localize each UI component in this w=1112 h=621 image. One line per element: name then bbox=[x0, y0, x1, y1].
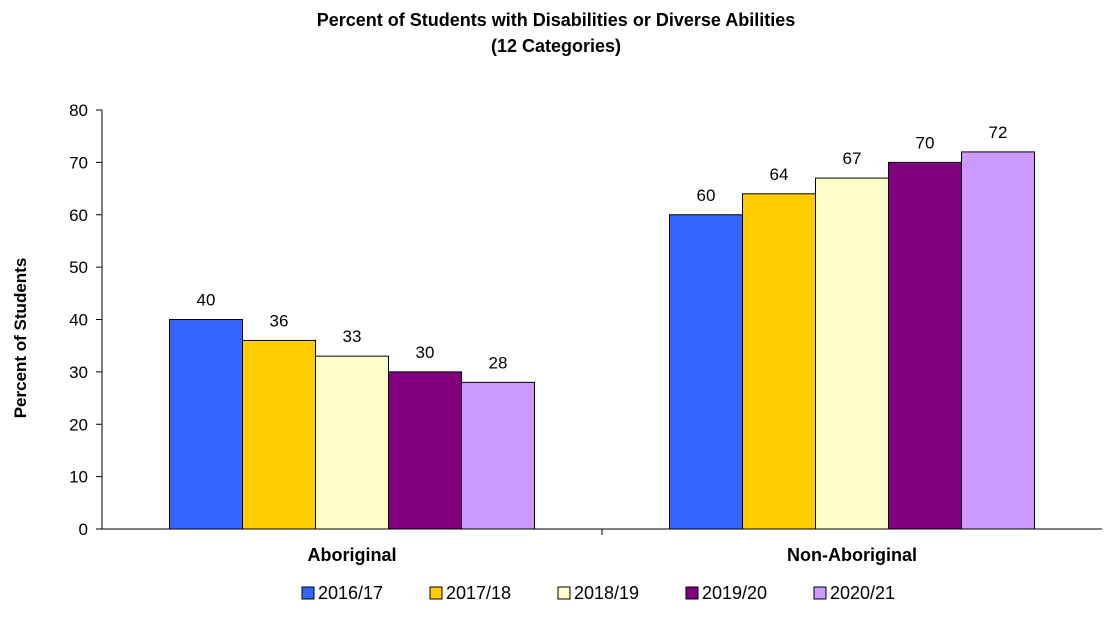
x-category-label: Non-Aboriginal bbox=[787, 545, 917, 565]
data-label: 64 bbox=[770, 165, 789, 184]
data-label: 36 bbox=[270, 311, 289, 330]
legend-swatch bbox=[429, 586, 443, 600]
y-tick-label: 80 bbox=[69, 101, 88, 120]
y-tick-label: 30 bbox=[69, 363, 88, 382]
y-tick-label: 70 bbox=[69, 153, 88, 172]
bar bbox=[461, 381, 535, 530]
bar bbox=[742, 193, 816, 530]
legend-swatch bbox=[557, 586, 571, 600]
bar bbox=[242, 339, 316, 530]
bar bbox=[315, 355, 389, 530]
legend-swatch bbox=[685, 586, 699, 600]
y-tick-label: 10 bbox=[69, 468, 88, 487]
legend-label: 2018/19 bbox=[574, 583, 639, 603]
y-tick-label: 60 bbox=[69, 206, 88, 225]
bar bbox=[388, 371, 462, 530]
legend-label: 2019/20 bbox=[702, 583, 767, 603]
bar bbox=[169, 319, 243, 530]
legend-label: 2017/18 bbox=[446, 583, 511, 603]
y-tick-label: 0 bbox=[79, 520, 88, 539]
y-tick-label: 20 bbox=[69, 415, 88, 434]
data-label: 33 bbox=[343, 327, 362, 346]
bar bbox=[815, 177, 889, 530]
bar bbox=[961, 151, 1035, 530]
data-label: 72 bbox=[989, 123, 1008, 142]
data-label: 40 bbox=[197, 291, 216, 310]
bar bbox=[888, 161, 962, 530]
legend-label: 2020/21 bbox=[830, 583, 895, 603]
bars: 40 36 33 30 28 60 64 67 70 72 bbox=[169, 123, 1035, 530]
x-category-label: Aboriginal bbox=[308, 545, 397, 565]
data-label: 28 bbox=[489, 353, 508, 372]
axes: 0 10 20 30 40 50 60 70 80 Aboriginal Non-Aborigina… bbox=[69, 101, 1102, 565]
bar bbox=[669, 214, 743, 530]
y-axis-label: Percent of Students bbox=[11, 258, 30, 419]
chart-subtitle: (12 Categories) bbox=[491, 36, 621, 56]
legend-swatch bbox=[813, 586, 827, 600]
data-label: 30 bbox=[416, 343, 435, 362]
data-label: 70 bbox=[916, 133, 935, 152]
data-label: 67 bbox=[843, 149, 862, 168]
legend: 2016/17 2017/18 2018/19 2019/20 2020/21 bbox=[301, 583, 895, 603]
y-tick-label: 40 bbox=[69, 311, 88, 330]
chart-title: Percent of Students with Disabilities or… bbox=[317, 10, 795, 30]
data-label: 60 bbox=[697, 186, 716, 205]
y-tick-label: 50 bbox=[69, 258, 88, 277]
legend-label: 2016/17 bbox=[318, 583, 383, 603]
legend-swatch bbox=[301, 586, 315, 600]
